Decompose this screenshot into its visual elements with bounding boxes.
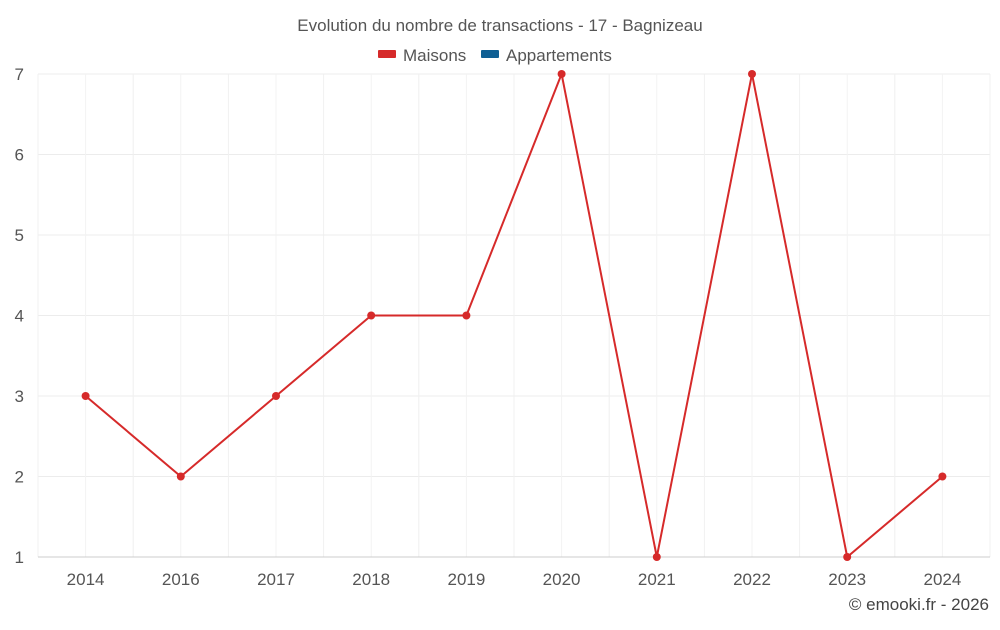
y-axis: 1 2 3 4 5 6 7 — [15, 65, 24, 567]
grid — [37, 73, 991, 557]
x-tick-label: 2014 — [67, 570, 105, 589]
series-layer — [81, 70, 947, 561]
legend-swatch-maisons — [378, 50, 396, 58]
legend-item-maisons[interactable]: Maisons — [378, 46, 466, 65]
x-tick-label: 2024 — [923, 570, 961, 589]
x-tick-label: 2021 — [638, 570, 676, 589]
legend-label-maisons: Maisons — [403, 46, 466, 65]
x-tick-label: 2016 — [162, 570, 200, 589]
y-tick-label: 3 — [15, 387, 24, 406]
data-point-maisons[interactable] — [748, 70, 756, 78]
y-tick-label: 4 — [15, 307, 24, 326]
x-tick-label: 2020 — [543, 570, 581, 589]
series-line-maisons — [84, 73, 944, 558]
y-tick-label: 5 — [15, 226, 24, 245]
data-point-maisons[interactable] — [938, 472, 947, 481]
data-point-maisons[interactable] — [367, 311, 376, 320]
legend-swatch-appartements — [481, 50, 499, 58]
y-tick-label: 2 — [15, 468, 24, 487]
data-point-maisons[interactable] — [843, 553, 852, 561]
x-tick-label: 2017 — [257, 570, 295, 589]
chart-title: Evolution du nombre de transactions - 17… — [297, 16, 702, 35]
data-point-maisons[interactable] — [272, 392, 280, 400]
x-tick-label: 2018 — [352, 570, 390, 589]
legend-label-appartements: Appartements — [506, 46, 612, 65]
y-tick-label: 7 — [15, 65, 24, 84]
data-point-maisons[interactable] — [176, 472, 185, 481]
y-tick-label: 1 — [15, 548, 24, 567]
legend-item-appartements[interactable]: Appartements — [481, 46, 612, 65]
data-point-maisons[interactable] — [557, 70, 566, 78]
x-tick-label: 2019 — [447, 570, 485, 589]
data-point-maisons[interactable] — [652, 553, 661, 561]
x-tick-label: 2023 — [828, 570, 866, 589]
legend: Maisons Appartements — [378, 46, 612, 65]
data-point-maisons[interactable] — [462, 311, 471, 320]
y-tick-label: 6 — [15, 146, 24, 165]
x-tick-label: 2022 — [733, 570, 771, 589]
x-axis: 2014 2016 2017 2018 2019 2020 2021 2022 2023 2024 — [38, 556, 990, 589]
credit-text: © emooki.fr - 2026 — [849, 595, 989, 614]
data-point-maisons[interactable] — [81, 392, 90, 400]
